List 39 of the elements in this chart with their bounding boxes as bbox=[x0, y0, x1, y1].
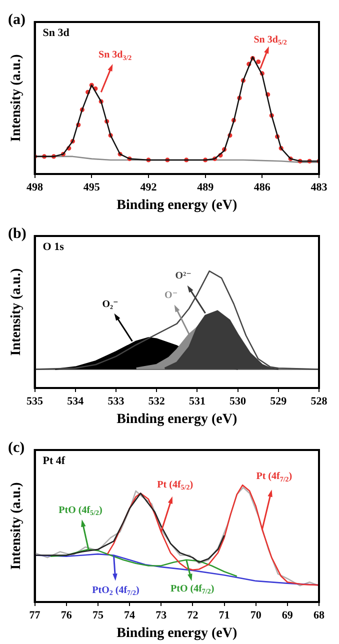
chart-title: (b) bbox=[8, 226, 26, 242]
x-tick-label: 530 bbox=[230, 395, 247, 408]
x-tick-label: 529 bbox=[270, 395, 288, 408]
x-tick-label: 528 bbox=[310, 395, 328, 408]
annotation: O²⁻ bbox=[175, 270, 192, 282]
x-axis-title: Binding energy (eV) bbox=[116, 626, 238, 642]
x-tick-label: 492 bbox=[140, 181, 158, 194]
x-tick-label: 74 bbox=[124, 609, 136, 622]
x-tick-label: 489 bbox=[197, 181, 214, 194]
x-tick-label: 498 bbox=[26, 181, 44, 194]
x-tick-label: 534 bbox=[67, 395, 84, 408]
x-tick-label: 535 bbox=[26, 395, 44, 408]
x-axis-title: Binding energy (eV) bbox=[116, 412, 238, 428]
x-tick-label: 73 bbox=[156, 609, 168, 622]
annotation: O₂⁻ bbox=[102, 298, 118, 310]
x-tick-label: 483 bbox=[310, 181, 328, 194]
x-axis-title: Binding energy (eV) bbox=[116, 198, 238, 214]
x-tick-label: 533 bbox=[108, 395, 125, 408]
y-axis-title: Intensity (a.u.) bbox=[9, 54, 24, 142]
x-tick-label: 76 bbox=[60, 609, 72, 622]
chart-title: (a) bbox=[8, 12, 26, 28]
x-tick-label: 486 bbox=[254, 181, 271, 194]
x-tick-label: 531 bbox=[188, 395, 206, 408]
annotation: O⁻ bbox=[164, 290, 178, 301]
x-tick-label: 77 bbox=[29, 609, 41, 622]
x-tick-label: 72 bbox=[187, 609, 199, 622]
x-tick-label: 71 bbox=[218, 609, 230, 622]
chart-title: (c) bbox=[8, 440, 25, 456]
x-tick-label: 68 bbox=[314, 609, 325, 622]
chart-subtitle: Pt 4f bbox=[42, 454, 66, 467]
chart-subtitle: Sn 3d bbox=[42, 26, 70, 39]
y-axis-title: Intensity (a.u.) bbox=[9, 268, 24, 356]
x-tick-label: 532 bbox=[148, 395, 166, 408]
chart-subtitle: O 1s bbox=[42, 240, 65, 253]
y-axis-title: Intensity (a.u.) bbox=[9, 482, 24, 570]
x-tick-label: 69 bbox=[282, 609, 294, 622]
x-tick-label: 495 bbox=[83, 181, 100, 194]
x-tick-label: 70 bbox=[250, 609, 262, 622]
x-tick-label: 75 bbox=[92, 609, 104, 622]
